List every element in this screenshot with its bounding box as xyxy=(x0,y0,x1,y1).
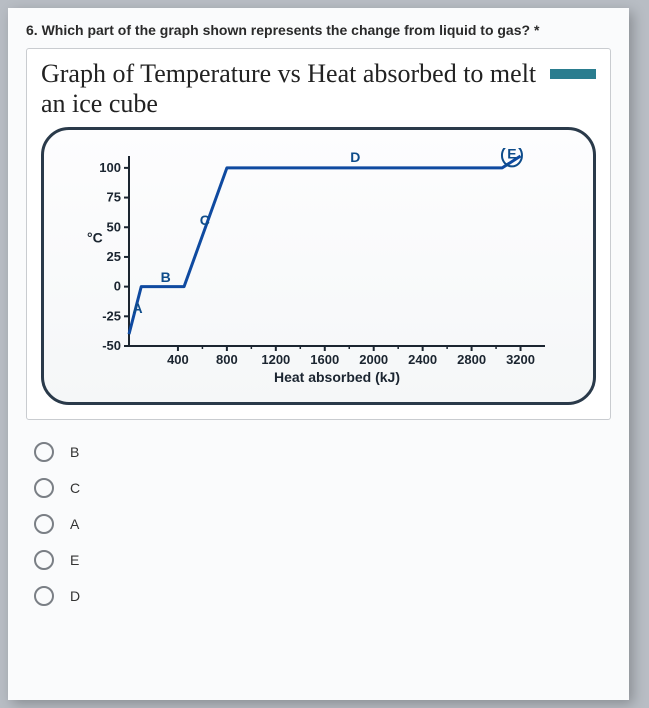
chart-card: Graph of Temperature vs Heat absorbed to… xyxy=(26,48,611,420)
option-label: C xyxy=(70,480,80,496)
svg-text:°C: °C xyxy=(87,229,103,245)
svg-text:2800: 2800 xyxy=(457,352,486,367)
option-row[interactable]: B xyxy=(34,442,611,462)
option-row[interactable]: E xyxy=(34,550,611,570)
option-label: B xyxy=(70,444,79,460)
option-label: A xyxy=(70,516,79,532)
svg-text:-50: -50 xyxy=(102,338,121,353)
radio-icon[interactable] xyxy=(34,478,54,498)
radio-icon[interactable] xyxy=(34,586,54,606)
answer-options: B C A E D xyxy=(34,442,611,606)
svg-text:100: 100 xyxy=(99,160,121,175)
chart-title: Graph of Temperature vs Heat absorbed to… xyxy=(41,59,596,119)
option-label: E xyxy=(70,552,79,568)
svg-text:2000: 2000 xyxy=(359,352,388,367)
svg-text:50: 50 xyxy=(106,219,120,234)
decorative-bar xyxy=(550,69,596,79)
svg-text:800: 800 xyxy=(216,352,238,367)
svg-text:B: B xyxy=(160,269,170,285)
option-label: D xyxy=(70,588,80,604)
chart-frame: -50 -25 0 25 50 75 100 400 800 1200 1600 2000 2400 28… xyxy=(41,127,596,405)
svg-text:E: E xyxy=(507,148,516,161)
radio-icon[interactable] xyxy=(34,514,54,534)
option-row[interactable]: A xyxy=(34,514,611,534)
option-row[interactable]: C xyxy=(34,478,611,498)
svg-text:0: 0 xyxy=(113,278,120,293)
svg-text:1600: 1600 xyxy=(310,352,339,367)
page: 6. Which part of the graph shown represe… xyxy=(8,8,629,700)
svg-text:2400: 2400 xyxy=(408,352,437,367)
svg-text:75: 75 xyxy=(106,189,120,204)
radio-icon[interactable] xyxy=(34,550,54,570)
question-body: Which part of the graph shown represents… xyxy=(42,22,540,38)
heating-curve-chart: -50 -25 0 25 50 75 100 400 800 1200 1600 2000 2400 28… xyxy=(75,148,555,388)
svg-text:C: C xyxy=(199,212,209,228)
svg-text:25: 25 xyxy=(106,249,120,264)
svg-text:400: 400 xyxy=(167,352,189,367)
svg-text:A: A xyxy=(132,300,142,316)
svg-text:1200: 1200 xyxy=(261,352,290,367)
svg-text:D: D xyxy=(350,149,360,165)
svg-text:3200: 3200 xyxy=(506,352,535,367)
svg-text:Heat absorbed (kJ): Heat absorbed (kJ) xyxy=(273,369,399,385)
question-number: 6. xyxy=(26,22,38,38)
option-row[interactable]: D xyxy=(34,586,611,606)
svg-text:-25: -25 xyxy=(102,308,121,323)
radio-icon[interactable] xyxy=(34,442,54,462)
question-text: 6. Which part of the graph shown represe… xyxy=(26,22,611,38)
